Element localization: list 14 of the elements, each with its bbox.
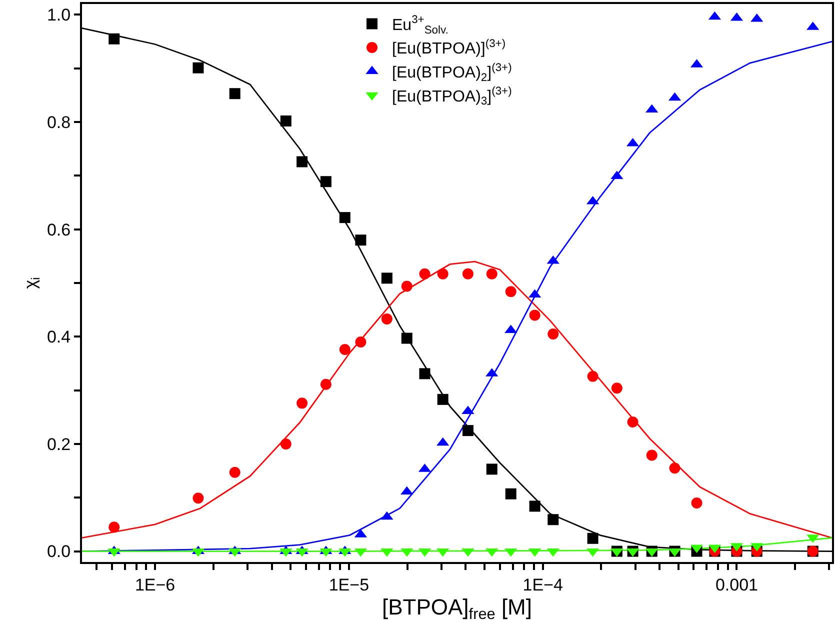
y-tick-label: 1.0: [46, 6, 71, 25]
x-axis-title: [BTPOA]$_{free}$ [M]: [382, 594, 532, 624]
legend-label: [Eu(BTPOA)]$^{(3+)}$: [392, 38, 506, 58]
x-tick-label: 1E−4: [522, 575, 563, 594]
y-tick-label: 0.0: [46, 542, 71, 562]
legend-label: [Eu(BTPOA)$_{3}$]$^{(3+)}$: [392, 86, 512, 108]
x-tick-label: 0.001: [715, 575, 758, 594]
x-tick-label: 1E−5: [328, 575, 370, 594]
y-tick-label: 0.8: [46, 112, 71, 132]
x-tick-label: 1E−6: [134, 575, 176, 594]
y-tick-label: 0.6: [46, 220, 71, 240]
legend-label: [Eu(BTPOA)$_{2}$]$^{(3+)}$: [392, 62, 512, 84]
y-tick-label: 0.4: [46, 328, 71, 347]
y-tick-label: 0.2: [46, 434, 71, 454]
